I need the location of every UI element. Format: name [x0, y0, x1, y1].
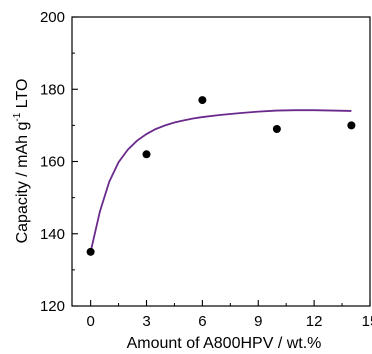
y-tick-label: 160	[40, 154, 65, 171]
x-tick-label: 3	[142, 313, 150, 330]
data-point	[198, 96, 207, 105]
x-axis-label: Amount of A800HPV / wt.%	[127, 335, 322, 352]
data-point	[86, 247, 95, 256]
x-tick-label: 9	[254, 313, 262, 330]
y-axis-label-main: Capacity / mAh g	[14, 122, 31, 244]
data-point	[272, 124, 281, 133]
y-axis-label-sup: -1	[12, 112, 23, 121]
data-point	[347, 121, 356, 130]
x-tick-label: 0	[86, 313, 94, 330]
x-tick-label: 15	[362, 313, 372, 330]
y-tick-label: 200	[40, 9, 65, 26]
y-tick-label: 140	[40, 226, 65, 243]
data-point	[142, 150, 151, 159]
y-axis-label-tail: LTO	[14, 79, 31, 113]
fit-curve	[89, 109, 352, 253]
y-tick-label: 120	[40, 298, 65, 315]
y-tick-label: 180	[40, 81, 65, 98]
ticks-layer: 0 3 6 9 12 15 120 140 160 180 200	[40, 9, 372, 330]
points-layer	[86, 96, 356, 256]
x-tick-label: 12	[306, 313, 323, 330]
y-axis-label: Capacity / mAh g-1 LTO	[12, 79, 31, 244]
plot-frame	[71, 16, 371, 307]
x-tick-label: 6	[198, 313, 206, 330]
